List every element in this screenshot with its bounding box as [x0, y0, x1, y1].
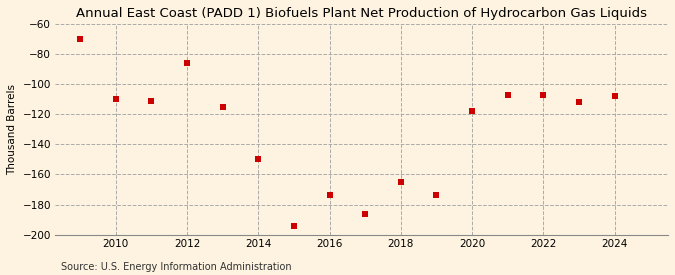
Point	[146, 98, 157, 103]
Point	[324, 193, 335, 198]
Point	[574, 100, 585, 104]
Y-axis label: Thousand Barrels: Thousand Barrels	[7, 84, 17, 175]
Point	[396, 180, 406, 184]
Point	[182, 61, 192, 65]
Point	[217, 104, 228, 109]
Text: Source: U.S. Energy Information Administration: Source: U.S. Energy Information Administ…	[61, 262, 292, 272]
Point	[75, 37, 86, 41]
Point	[253, 157, 264, 162]
Point	[610, 94, 620, 98]
Title: Annual East Coast (PADD 1) Biofuels Plant Net Production of Hydrocarbon Gas Liqu: Annual East Coast (PADD 1) Biofuels Plan…	[76, 7, 647, 20]
Point	[360, 211, 371, 216]
Point	[288, 223, 299, 228]
Point	[502, 92, 513, 97]
Point	[110, 97, 121, 101]
Point	[466, 109, 477, 113]
Point	[538, 92, 549, 97]
Point	[431, 193, 442, 198]
